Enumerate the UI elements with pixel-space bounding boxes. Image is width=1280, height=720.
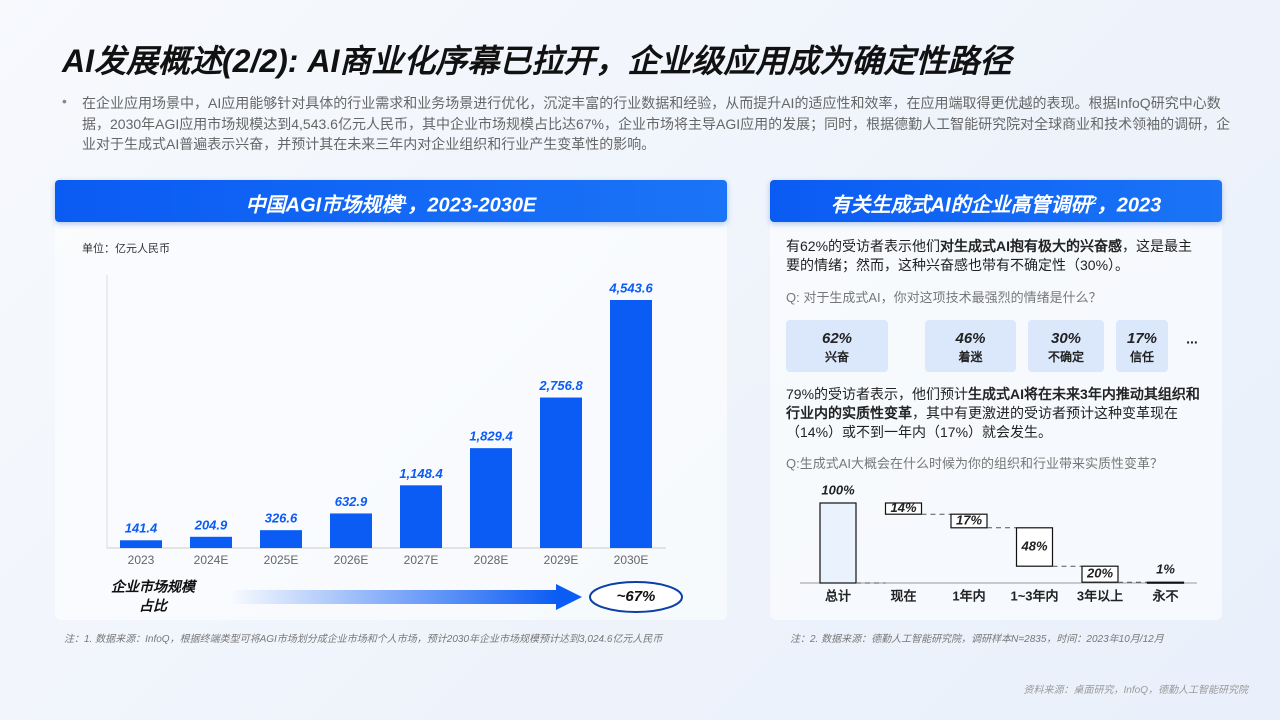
bar xyxy=(260,530,302,548)
waterfall-bar xyxy=(819,502,857,584)
value-label: 632.9 xyxy=(335,494,368,509)
x-tick-label: 2024E xyxy=(194,553,229,567)
paragraph: 79%的受访者表示，他们预计生成式AI将在未来3年内推动其组织和行业内的实质性变… xyxy=(786,385,1206,442)
value-label: 100% xyxy=(821,482,855,497)
tile-value: 62% xyxy=(822,330,852,347)
paragraph: 有62%的受访者表示他们对生成式AI抱有极大的兴奋感，这是最主要的情绪；然而，这… xyxy=(786,237,1206,275)
tile xyxy=(1028,320,1104,372)
bold-text: 对生成式AI抱有极大的兴奋感 xyxy=(940,238,1123,254)
x-tick-label: 2029E xyxy=(544,553,579,567)
x-tick-label: 3年以上 xyxy=(1077,588,1123,603)
value-label: 1,829.4 xyxy=(469,429,513,444)
header-text: ，2023-2030E xyxy=(407,194,537,217)
x-tick-label: 2028E xyxy=(474,553,509,567)
bullet: • xyxy=(62,93,67,109)
panel-header: 有关生成式AI的企业高管调研2，2023 xyxy=(770,180,1222,222)
bar xyxy=(400,485,442,548)
summary: 在企业应用场景中，AI应用能够针对具体的行业需求和业务场景进行优化，沉淀丰富的行… xyxy=(82,95,1231,152)
note: 注：1. 数据来源：InfoQ，根据终端类型可将AGI市场划分成企业市场和个人市… xyxy=(64,634,663,645)
header-text: ，2023 xyxy=(1096,194,1162,217)
more: ... xyxy=(1186,331,1198,347)
tile-label: 信任 xyxy=(1130,349,1154,364)
slide-title: AI发展概述(2/2): AI商业化序幕已拉开，企业级应用成为确定性路径 xyxy=(62,43,1012,79)
bar xyxy=(330,513,372,548)
x-tick-label: 2027E xyxy=(404,553,439,567)
x-tick-label: 总计 xyxy=(825,588,851,603)
tile-value: 30% xyxy=(1051,330,1081,347)
text: 有62%的受访者表示他们 xyxy=(786,238,941,254)
waterfall-bar xyxy=(1146,581,1185,584)
x-tick-label: 2025E xyxy=(264,553,299,567)
x-tick-label: 2026E xyxy=(334,553,369,567)
value-label: 4,543.6 xyxy=(608,280,653,295)
bar xyxy=(120,540,162,548)
value-label: 204.9 xyxy=(194,517,228,532)
tile-value: 46% xyxy=(954,330,985,347)
value-label: 1% xyxy=(1156,562,1175,577)
share-label: 企业市场规模 xyxy=(111,579,198,595)
value-label: 326.6 xyxy=(265,511,298,526)
header-text: 有关生成式AI的企业高管调研 xyxy=(830,194,1091,217)
bar xyxy=(540,397,582,548)
value-label: 48% xyxy=(1020,538,1047,553)
source: 资料来源：桌面研究，InfoQ，德勤人工智能研究院 xyxy=(1023,685,1248,696)
panel-header: 中国AGI市场规模1，2023-2030E xyxy=(55,180,727,222)
x-tick-label: 2023 xyxy=(128,553,155,567)
waterfall-bar xyxy=(884,502,923,515)
x-tick-label: 2030E xyxy=(614,553,649,567)
bar xyxy=(470,448,512,548)
tile-value: 17% xyxy=(1127,330,1157,347)
value-label: 2,756.8 xyxy=(538,378,583,393)
text: ，这是最主要的情绪；然而，这种兴奋感也带有不确定性（30%）。 xyxy=(786,238,1193,273)
question: Q: 对于生成式AI，你对这项技术最强烈的情绪是什么？ xyxy=(786,290,1102,305)
header-text: 中国AGI市场规模 xyxy=(245,194,402,217)
question: Q:生成式AI大概会在什么时候为你的组织和行业带来实质性变革？ xyxy=(786,456,1164,471)
bar xyxy=(190,536,232,548)
share-label: 占比 xyxy=(139,598,169,614)
x-tick-label: 1~3年内 xyxy=(1010,588,1058,603)
tile xyxy=(1116,320,1168,372)
text: 79%的受访者表示，他们预计 xyxy=(786,386,969,402)
arrow xyxy=(230,590,558,604)
value-label: 14% xyxy=(890,500,916,515)
footnote-mark: 2 xyxy=(1090,195,1097,207)
text: ，其中有更激进的受访者预计这种变革现在（14%）或不到一年内（17%）就会发生。 xyxy=(786,405,1178,440)
tile xyxy=(925,320,1016,372)
arrow-head xyxy=(556,584,582,610)
x-tick-label: 永不 xyxy=(1151,588,1178,603)
bar xyxy=(610,300,652,548)
bold-text: 生成式AI将在未来3年内推动其组织和行业内的实质性变革 xyxy=(786,386,1200,421)
waterfall-bar xyxy=(950,513,988,529)
share-bubble xyxy=(589,581,683,613)
tile-label: 兴奋 xyxy=(825,349,850,364)
note: 注：2. 数据来源：德勤人工智能研究院，调研样本N=2835，时间：2023年1… xyxy=(790,634,1164,645)
value-label: 20% xyxy=(1086,566,1113,581)
waterfall-bar xyxy=(1015,527,1054,567)
tile-label: 不确定 xyxy=(1048,349,1084,364)
tile-label: 着迷 xyxy=(957,349,983,364)
tile xyxy=(786,320,888,372)
value-label: 141.4 xyxy=(125,521,158,536)
footnote-mark: 1 xyxy=(401,195,408,207)
x-tick-label: 现在 xyxy=(890,588,916,603)
value-label: 17% xyxy=(956,512,982,527)
value-label: 1,148.4 xyxy=(399,466,443,481)
share-value: ~67% xyxy=(617,588,656,605)
unit-label: 单位：亿元人民币 xyxy=(82,243,170,255)
x-tick-label: 1年内 xyxy=(952,588,985,603)
waterfall-bar xyxy=(1081,565,1119,583)
